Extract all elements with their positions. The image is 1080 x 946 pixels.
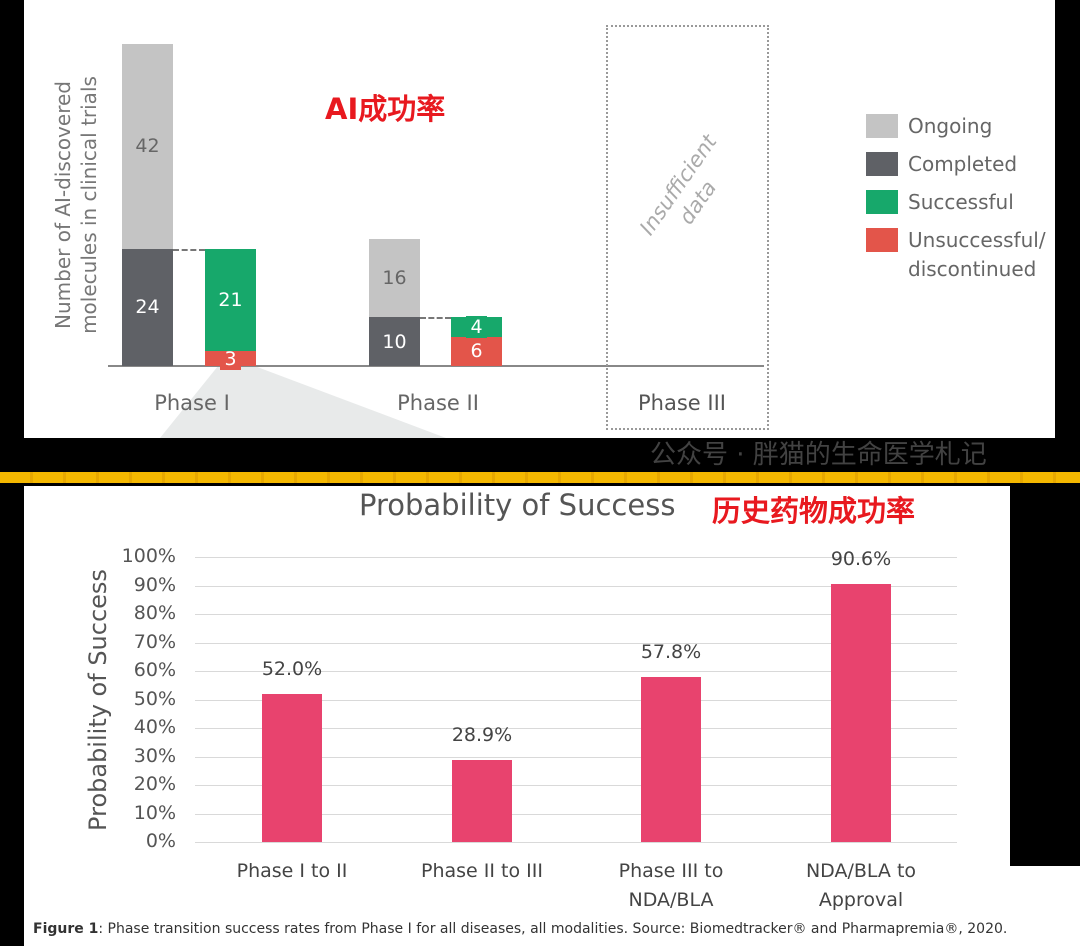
bar-completed: 10 xyxy=(369,317,420,366)
y-tick-label: 90% xyxy=(133,573,176,596)
gridline xyxy=(195,557,957,558)
bar-value-label: 24 xyxy=(131,296,164,319)
data-label: 28.9% xyxy=(451,723,513,746)
bar xyxy=(831,583,891,842)
legend-swatch xyxy=(866,152,898,176)
caption-bold: Figure 1 xyxy=(33,921,99,937)
legend-swatch xyxy=(866,228,898,252)
x-tick-line: NDA/BLA to xyxy=(805,860,917,882)
connector-dash xyxy=(173,248,205,251)
x-label-phase-2: Phase II xyxy=(397,391,479,415)
x-tick-line: NDA/BLA xyxy=(628,889,714,911)
legend-unsuccessful: Unsuccessful/discontinued xyxy=(866,226,1046,284)
top-baseline xyxy=(108,365,764,367)
connector-dash xyxy=(420,317,451,320)
bar-value-label: 21 xyxy=(214,289,247,312)
y-tick-label: 50% xyxy=(133,687,176,710)
gridline xyxy=(195,614,957,615)
y-tick-label: 10% xyxy=(133,801,176,824)
x-label-phase-1: Phase I xyxy=(154,391,230,415)
figure-caption: Figure 1: Phase transition success rates… xyxy=(33,921,1007,937)
x-tick-line: Phase I to II xyxy=(236,860,348,882)
gridline xyxy=(195,671,957,672)
y-tick-label: 40% xyxy=(133,716,176,738)
bar-value-label: 10 xyxy=(378,330,411,353)
y-tick-label: 100% xyxy=(121,545,176,567)
y-tick-label: 30% xyxy=(133,744,176,767)
divider-band xyxy=(0,472,1080,483)
bar-unsuccessful: 6 xyxy=(451,336,502,366)
y-label-text: Number of AI-discovered molecules in cli… xyxy=(51,76,101,334)
y-tick-label: 80% xyxy=(133,602,176,624)
x-tick-line: Approval xyxy=(818,889,904,911)
bar-completed: 24 xyxy=(122,248,173,366)
data-label: 57.8% xyxy=(640,641,702,664)
legend-label: Successful xyxy=(908,190,1014,214)
legend-successful: Successful xyxy=(866,188,1014,217)
bar-value-label: 6 xyxy=(466,340,487,363)
top-y-axis-label: Number of AI-discovered molecules in cli… xyxy=(50,55,102,355)
legend-line: discontinued xyxy=(908,257,1037,281)
legend-swatch xyxy=(866,190,898,214)
data-label: 90.6% xyxy=(830,547,892,570)
bar-ongoing: 16 xyxy=(369,239,420,318)
x-tick-line: Phase II to III xyxy=(421,860,543,882)
y-tick-label: 60% xyxy=(133,659,176,681)
bar xyxy=(452,759,512,842)
legend-label: Unsuccessful/discontinued xyxy=(908,226,1046,284)
legend-swatch xyxy=(866,114,898,138)
legend-line: Unsuccessful/ xyxy=(908,228,1046,252)
x-tick-label: Phase I to II xyxy=(197,857,387,886)
y-tick-label: 70% xyxy=(133,630,176,653)
x-tick-label: Phase III to NDA/BLA xyxy=(576,857,766,915)
gridline xyxy=(195,585,957,587)
gridline xyxy=(195,842,957,843)
chart-title: Probability of Success xyxy=(359,488,676,522)
legend-ongoing: Ongoing xyxy=(866,112,992,141)
ai-success-panel xyxy=(24,0,1055,438)
gridline xyxy=(195,699,957,701)
y-tick-label: 0% xyxy=(145,830,176,852)
x-tick-label: NDA/BLA to Approval xyxy=(766,857,956,915)
y-tick-label: 20% xyxy=(133,773,176,795)
x-label-phase-3: Phase III xyxy=(638,391,726,415)
panel-extension xyxy=(1008,866,1080,946)
legend-label: Completed xyxy=(908,152,1018,176)
bar-successful: 21 xyxy=(205,248,256,352)
ai-annotation: AI成功率 xyxy=(325,92,446,126)
gridline xyxy=(195,756,957,758)
bar-unsuccessful: 3 xyxy=(205,347,256,370)
data-label: 52.0% xyxy=(261,657,323,680)
bar-ongoing: 42 xyxy=(122,43,173,249)
historical-annotation: 历史药物成功率 xyxy=(712,494,916,528)
bar-value-label: 42 xyxy=(131,135,164,158)
x-tick-line: Phase III to xyxy=(618,860,724,882)
bar-successful: 4 xyxy=(451,315,502,338)
x-tick-label: Phase II to III xyxy=(387,857,577,886)
legend-completed: Completed xyxy=(866,150,1017,179)
gridline xyxy=(195,642,957,644)
gridline xyxy=(195,728,957,729)
watermark: 公众号 · 胖猫的生命医学札记 xyxy=(650,440,987,470)
legend-label: Ongoing xyxy=(908,114,993,138)
bar xyxy=(641,677,701,842)
bar-value-label: 16 xyxy=(378,267,411,290)
bar xyxy=(262,693,322,842)
bar-value-label: 3 xyxy=(220,347,241,370)
gridline xyxy=(195,785,957,786)
gridline xyxy=(195,813,957,815)
phase3-box xyxy=(606,25,769,430)
bar-value-label: 4 xyxy=(466,315,487,338)
caption-text: : Phase transition success rates from Ph… xyxy=(98,921,1008,937)
